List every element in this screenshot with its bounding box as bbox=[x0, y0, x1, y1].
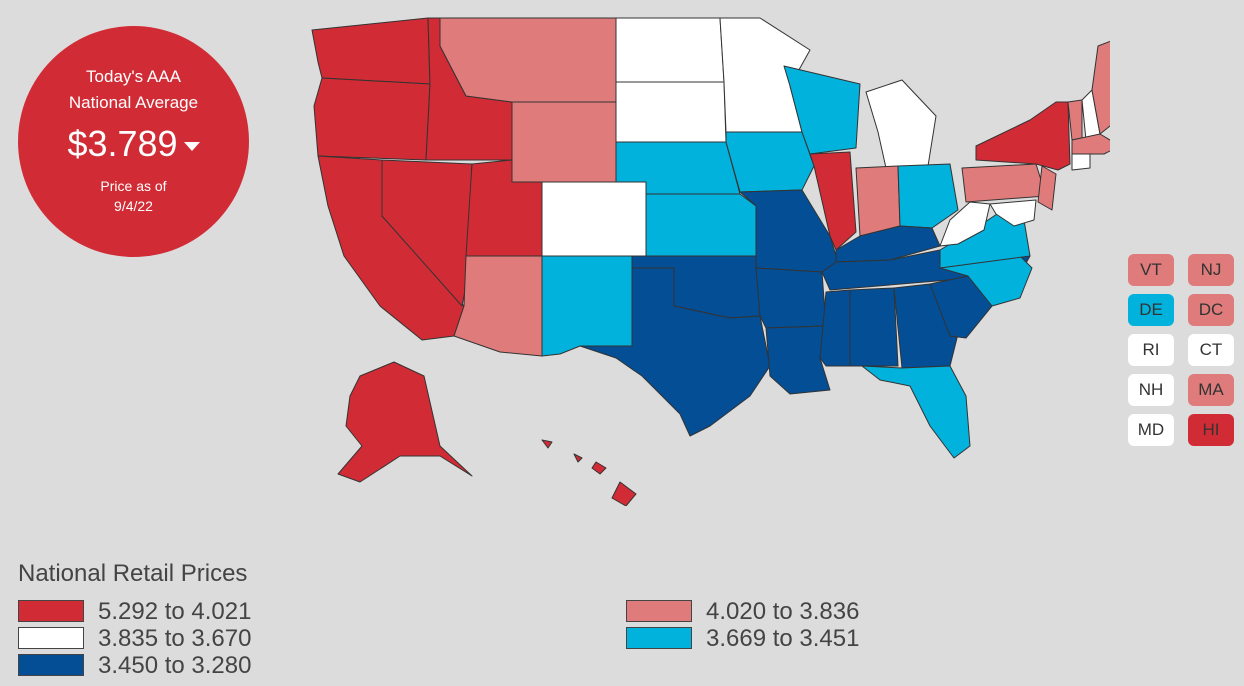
state-vt[interactable] bbox=[1067, 99, 1083, 141]
state-chip-nj[interactable]: NJ bbox=[1188, 254, 1234, 286]
state-chip-hi[interactable]: HI bbox=[1188, 414, 1234, 446]
asof-date: 9/4/22 bbox=[114, 198, 153, 214]
legend-swatch bbox=[18, 654, 84, 676]
asof-label: Price as of bbox=[100, 178, 167, 194]
legend-label: 3.450 to 3.280 bbox=[98, 652, 252, 679]
state-sc[interactable] bbox=[929, 275, 993, 339]
us-price-map bbox=[311, 17, 1110, 506]
state-ma[interactable] bbox=[1071, 133, 1110, 155]
state-nd[interactable] bbox=[615, 17, 725, 83]
state-chip-nh[interactable]: NH bbox=[1128, 374, 1174, 406]
state-mi[interactable] bbox=[865, 79, 937, 169]
state-nj[interactable] bbox=[1037, 165, 1057, 211]
state-ks[interactable] bbox=[645, 193, 757, 257]
legend-label: 5.292 to 4.021 bbox=[98, 598, 252, 625]
state-ct[interactable] bbox=[1071, 153, 1091, 171]
legend-item: 3.450 to 3.280 bbox=[18, 654, 251, 678]
price-date: Price as of 9/4/22 bbox=[18, 176, 249, 216]
state-hi-oahu[interactable] bbox=[573, 453, 583, 463]
legend-label: 3.835 to 3.670 bbox=[98, 625, 252, 652]
state-md[interactable] bbox=[989, 199, 1037, 227]
state-chip-ma[interactable]: MA bbox=[1188, 374, 1234, 406]
state-or[interactable] bbox=[313, 77, 431, 161]
badge-title: Today's AAA National Average bbox=[18, 64, 249, 116]
legend-item: 3.669 to 3.451 bbox=[626, 627, 859, 651]
badge-title-line2: National Average bbox=[68, 93, 199, 112]
state-fl[interactable] bbox=[861, 365, 971, 459]
legend-title: National Retail Prices bbox=[18, 560, 248, 587]
state-chip-dc[interactable]: DC bbox=[1188, 294, 1234, 326]
legend-swatch bbox=[18, 600, 84, 622]
state-ak[interactable] bbox=[337, 361, 473, 483]
national-average-badge: Today's AAA National Average $3.789 Pric… bbox=[18, 26, 249, 257]
state-la[interactable] bbox=[765, 325, 831, 395]
state-nm[interactable] bbox=[541, 255, 633, 357]
state-ia[interactable] bbox=[725, 131, 815, 193]
national-average-price: $3.789 bbox=[18, 122, 249, 166]
state-co[interactable] bbox=[541, 181, 647, 257]
legend-item: 5.292 to 4.021 bbox=[18, 600, 251, 624]
state-oh[interactable] bbox=[897, 163, 959, 229]
state-chip-ct[interactable]: CT bbox=[1188, 334, 1234, 366]
state-sd[interactable] bbox=[615, 81, 727, 143]
state-ar[interactable] bbox=[755, 267, 827, 329]
badge-title-line1: Today's AAA bbox=[86, 67, 181, 86]
price-value: $3.789 bbox=[67, 123, 178, 164]
state-tx[interactable] bbox=[579, 267, 771, 437]
price-down-arrow-icon bbox=[183, 141, 200, 151]
state-wy[interactable] bbox=[511, 101, 617, 183]
legend-swatch bbox=[18, 627, 84, 649]
legend-swatch bbox=[626, 627, 692, 649]
state-hi-kauai[interactable] bbox=[541, 439, 553, 449]
state-wa[interactable] bbox=[311, 17, 431, 85]
legend-label: 4.020 to 3.836 bbox=[706, 598, 860, 625]
state-az[interactable] bbox=[453, 255, 543, 357]
state-hi[interactable] bbox=[611, 481, 637, 506]
state-chip-vt[interactable]: VT bbox=[1128, 254, 1174, 286]
state-chip-ri[interactable]: RI bbox=[1128, 334, 1174, 366]
state-chip-de[interactable]: DE bbox=[1128, 294, 1174, 326]
state-hi-maui[interactable] bbox=[591, 461, 607, 475]
legend-swatch bbox=[626, 600, 692, 622]
legend-item: 3.835 to 3.670 bbox=[18, 627, 251, 651]
state-chip-md[interactable]: MD bbox=[1128, 414, 1174, 446]
state-al[interactable] bbox=[849, 287, 899, 367]
legend-label: 3.669 to 3.451 bbox=[706, 625, 860, 652]
state-ny[interactable] bbox=[975, 101, 1071, 171]
state-mt[interactable] bbox=[439, 17, 617, 103]
state-ms[interactable] bbox=[819, 289, 851, 367]
legend-item: 4.020 to 3.836 bbox=[626, 600, 859, 624]
state-pa[interactable] bbox=[961, 163, 1047, 203]
state-in[interactable] bbox=[855, 165, 901, 237]
